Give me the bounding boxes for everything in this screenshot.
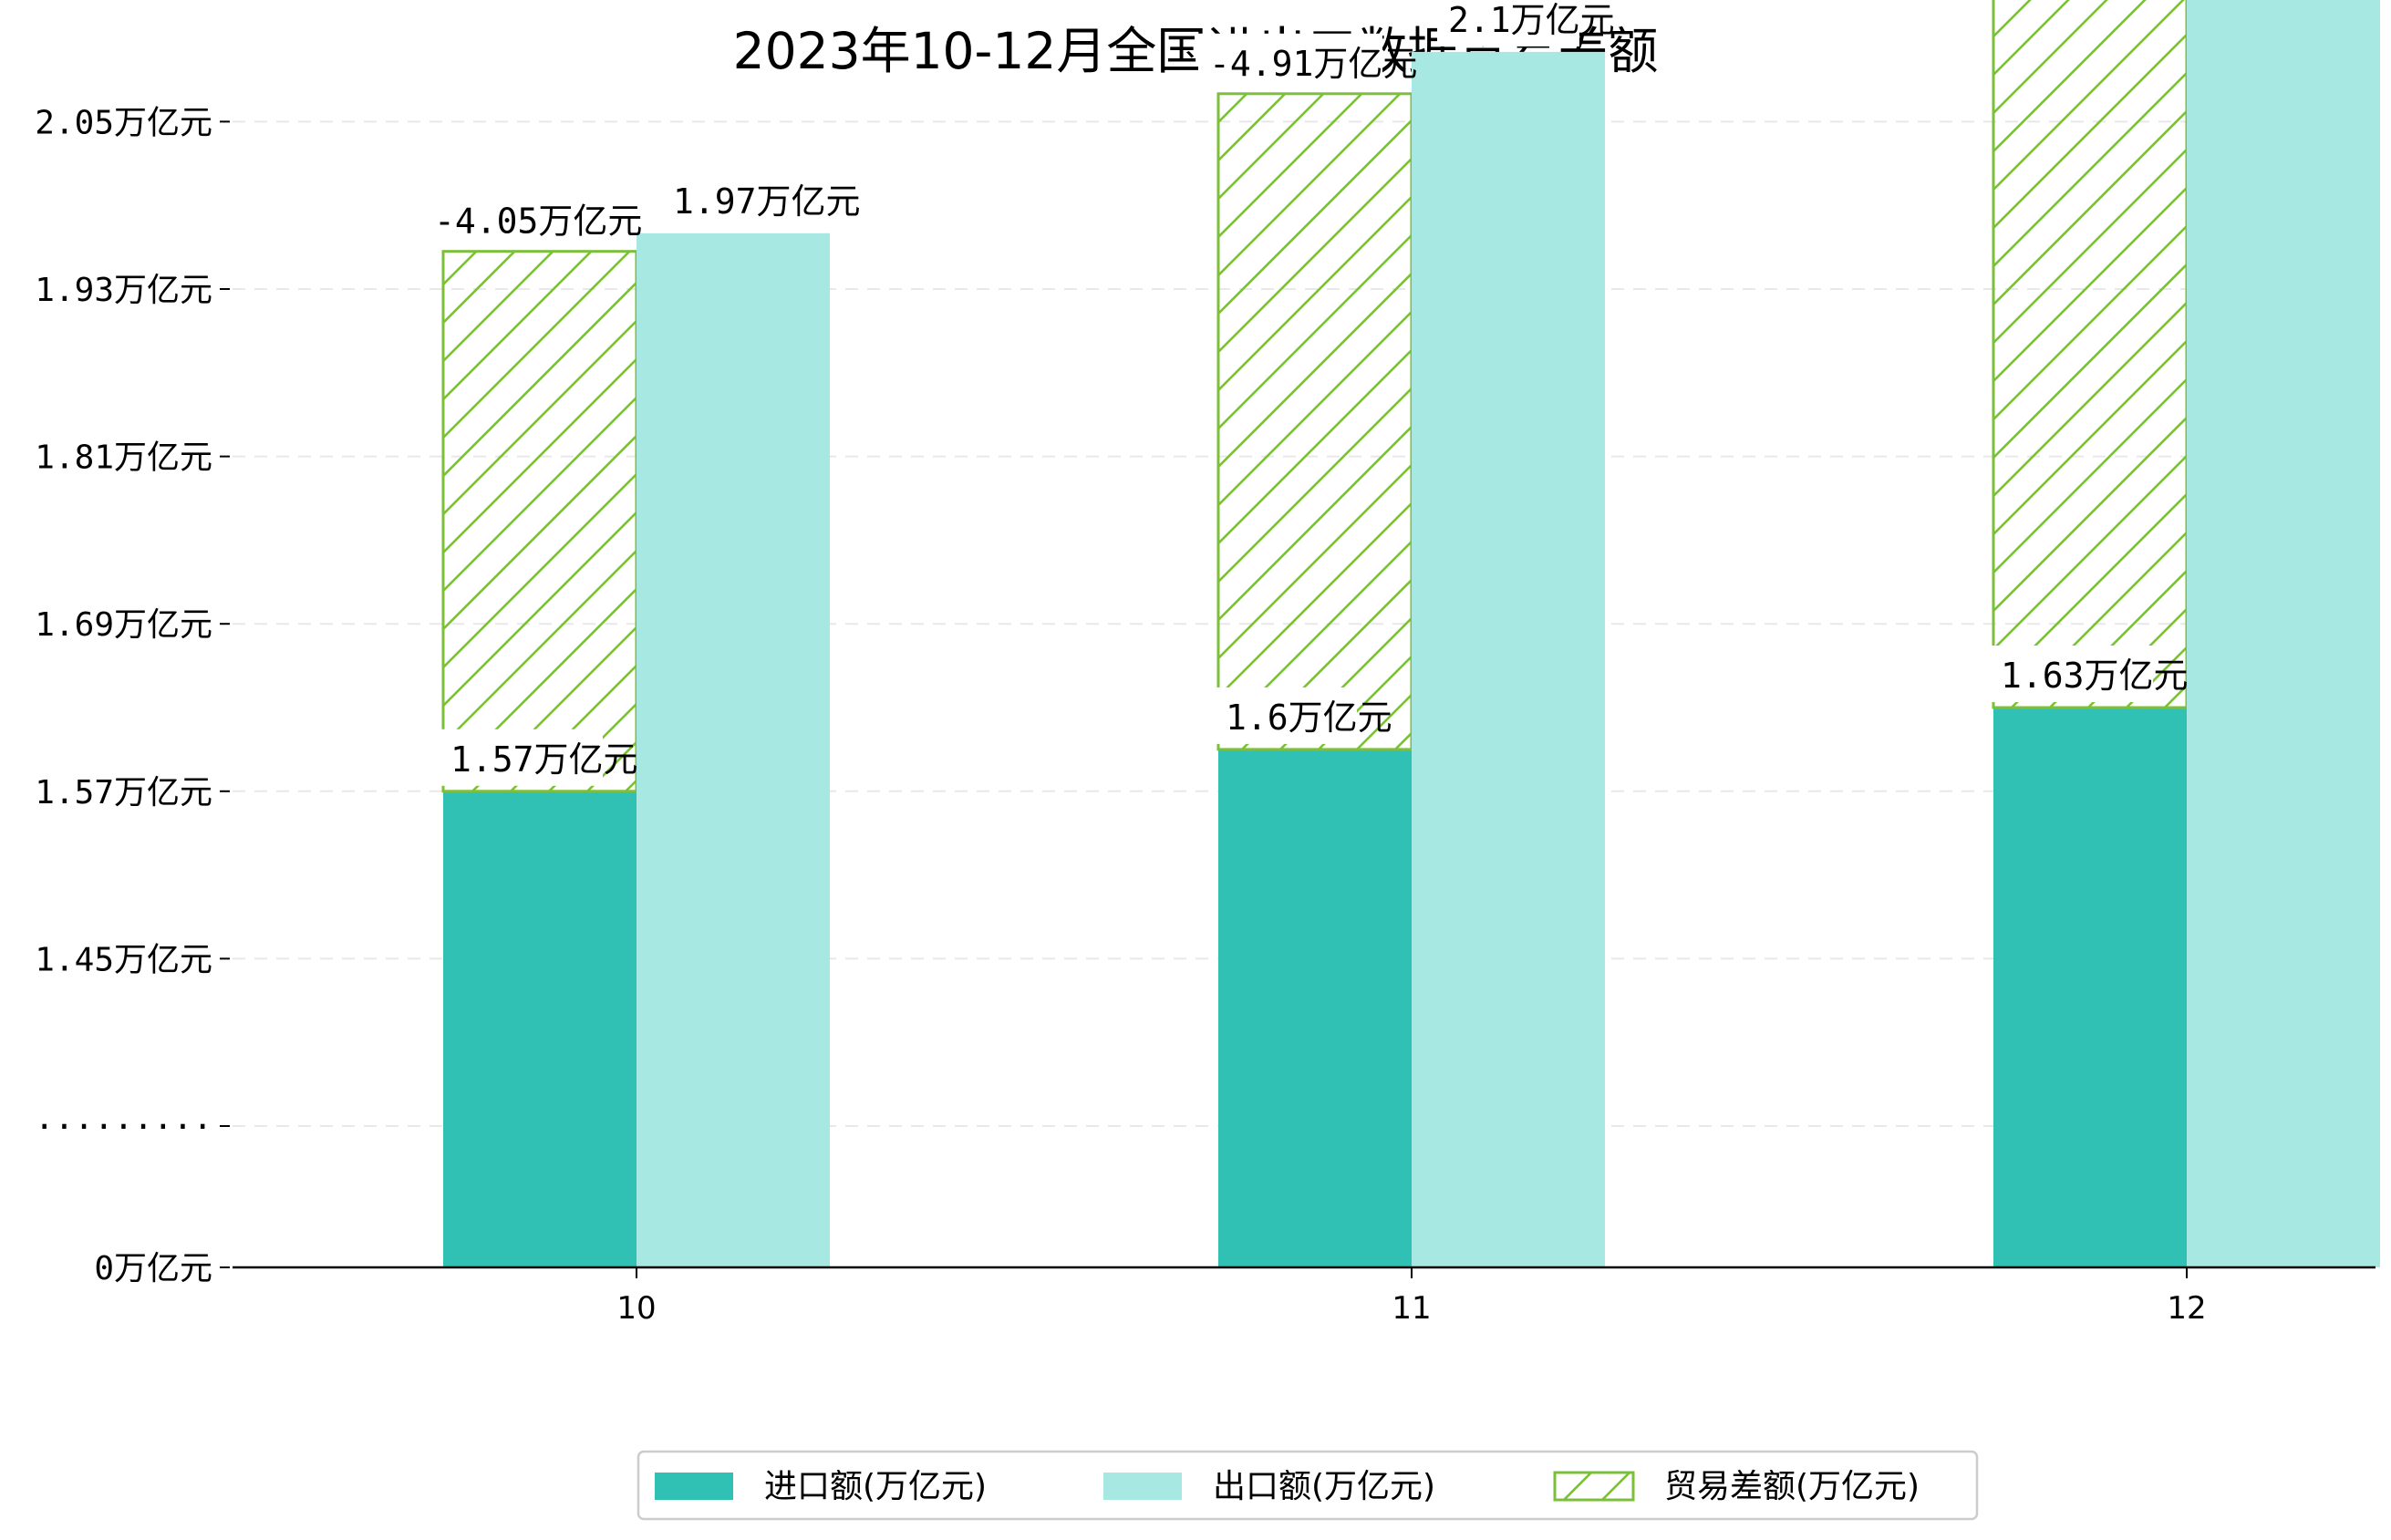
data-label-import: 1.63万亿元 xyxy=(2001,656,2189,696)
data-label-import-bg xyxy=(440,729,603,786)
bar-import xyxy=(1993,708,2187,1267)
axes: 0万亿元 ········· 1.45万亿元 1.57万亿元 1.69万亿元 1.81万亿… xyxy=(35,104,2375,1327)
x-tick-label: 12 xyxy=(2167,1290,2206,1327)
data-label-import: 1.57万亿元 xyxy=(450,739,638,780)
y-tick-label: 2.05万亿元 xyxy=(35,104,212,141)
data-label-export-bg xyxy=(662,171,825,228)
legend-swatch-trade-balance xyxy=(1553,1471,1635,1502)
bar-export xyxy=(637,233,830,1267)
data-label-export: 2.1万亿元 xyxy=(1448,0,1615,40)
legend: 进口额(万亿元) 出口额(万亿元) 贸易差额(万亿元) xyxy=(637,1450,1979,1521)
bar-export xyxy=(2187,0,2380,1267)
data-label-trade-balance: -4.91万亿元 xyxy=(1209,44,1417,84)
bar-trade-balance xyxy=(1216,92,1413,751)
legend-box xyxy=(637,1450,1979,1521)
y-tick-label: ········· xyxy=(35,1109,212,1146)
x-tick-label: 10 xyxy=(616,1290,656,1327)
data-label-trade-balance-bg xyxy=(423,191,607,248)
y-tick-label: 1.81万亿元 xyxy=(35,439,212,477)
data-label-import-bg xyxy=(1990,646,2153,702)
y-tick-label: 1.69万亿元 xyxy=(35,606,212,644)
bars xyxy=(441,0,2380,1267)
data-label-export-bg xyxy=(1437,0,1579,47)
bar-trade-balance xyxy=(441,250,638,793)
legend-label: 贸易差额(万亿元) xyxy=(1664,1468,1920,1505)
data-label-trade-balance-bg xyxy=(1198,33,1382,90)
bar-export xyxy=(1412,51,1605,1267)
data-label-trade-balance: -4.05万亿元 xyxy=(434,202,642,242)
x-tick-label: 11 xyxy=(1392,1290,1431,1327)
data-label-import-bg xyxy=(1215,687,1357,744)
y-tick-label: 1.57万亿元 xyxy=(35,774,212,811)
data-label-export: 1.97万亿元 xyxy=(673,181,861,222)
y-tick-label: 1.45万亿元 xyxy=(35,941,212,978)
legend-swatch xyxy=(1103,1473,1182,1500)
y-tick-label: 1.93万亿元 xyxy=(35,272,212,309)
y-tick-label: 0万亿元 xyxy=(94,1250,212,1287)
legend-label: 出口额(万亿元) xyxy=(1213,1468,1435,1505)
bar-trade-balance xyxy=(1992,0,2189,709)
legend-label: 进口额(万亿元) xyxy=(764,1468,987,1505)
data-label-import: 1.6万亿元 xyxy=(1226,698,1392,738)
bar-import xyxy=(443,791,637,1267)
legend-swatch xyxy=(655,1473,733,1500)
data-labels: 1.97万亿元 -4.05万亿元 1.57万亿元 2.1万亿元 -4.91万亿元 1.6万… xyxy=(423,0,2189,786)
bar-import xyxy=(1218,749,1412,1267)
